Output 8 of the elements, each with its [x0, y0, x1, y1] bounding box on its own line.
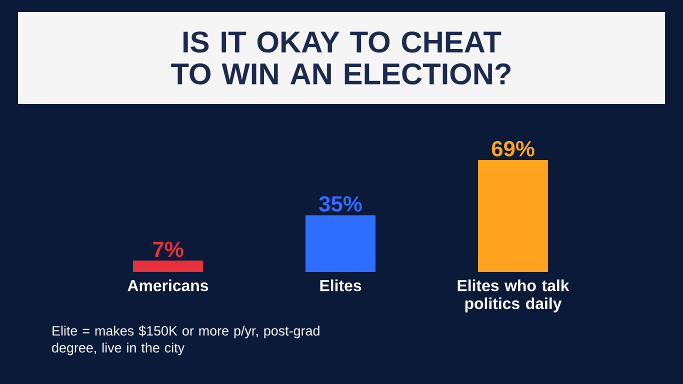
chart-title: IS IT OKAY TO CHEAT TO WIN AN ELECTION?: [171, 31, 510, 85]
x-tick-label: Americans: [128, 280, 208, 292]
data-label: 69%: [492, 140, 534, 156]
x-tick-label: Elites: [320, 280, 362, 292]
x-tick-label: Elites who talk politics daily: [458, 280, 570, 312]
text: Elite = makes $150K or more p/yr, post-grad degree, live in the city: [52, 326, 320, 356]
data-label: 7%: [153, 242, 184, 258]
data-label: 35%: [319, 196, 362, 212]
